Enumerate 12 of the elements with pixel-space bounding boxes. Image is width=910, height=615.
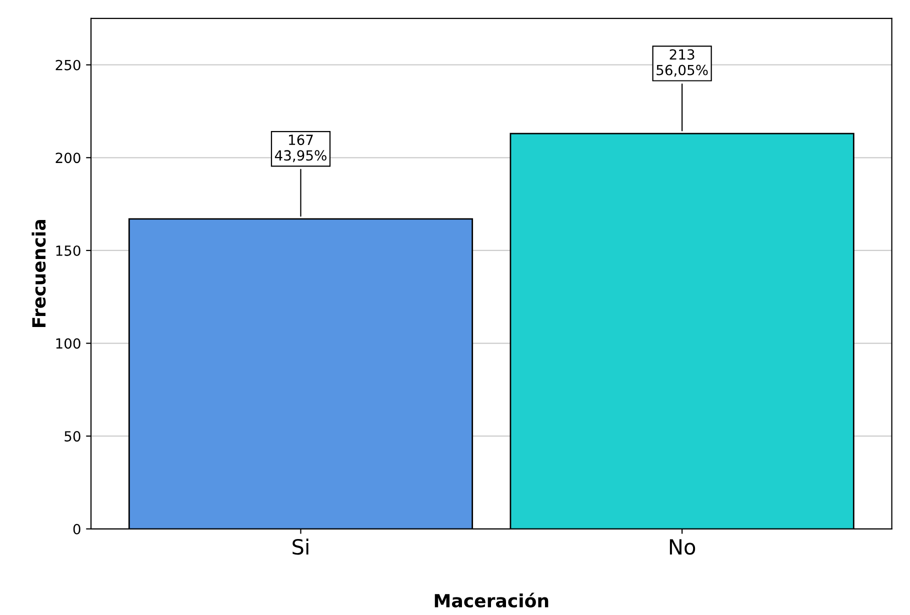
- x-tick-label: No: [670, 539, 696, 555]
- x-axis-title: Maceración: [434, 592, 548, 608]
- y-tick-label: 250: [56, 60, 80, 70]
- x-tick-label: Si: [292, 538, 308, 555]
- y-tick-label: 100: [56, 338, 80, 349]
- y-tick-label: 50: [64, 431, 80, 442]
- y-tick-label: 0: [73, 524, 80, 534]
- y-tick-label: 200: [56, 152, 80, 164]
- y-axis-title: Frecuencia: [32, 220, 46, 328]
- y-tick-label: 150: [56, 245, 80, 256]
- data-label: 167 43,95%: [274, 134, 326, 162]
- data-label: 213 56,05%: [656, 49, 708, 77]
